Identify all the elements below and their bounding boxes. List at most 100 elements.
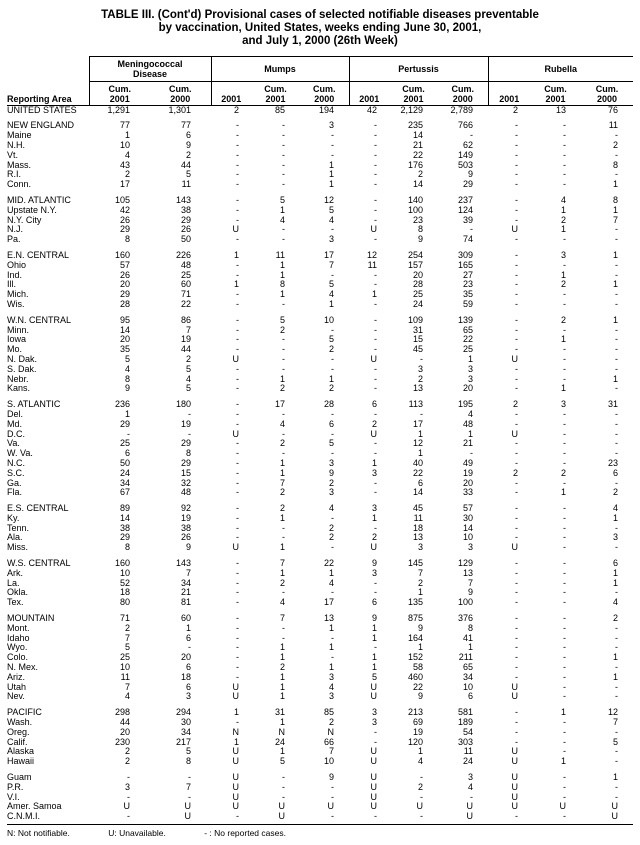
area-cell: Mo. xyxy=(7,344,23,355)
value-cell: - xyxy=(331,353,335,364)
value-cell: 26 xyxy=(181,224,192,235)
value-cell: 2 xyxy=(234,104,240,115)
table-row: Kans. 9 5 - 2 2 - 13 20 - 1 - xyxy=(7,384,633,394)
value-cell: 160 xyxy=(114,558,130,569)
value-cell: 48 xyxy=(181,259,192,270)
value-cell: 2 xyxy=(561,467,567,478)
value-cell: 581 xyxy=(458,707,474,718)
value-cell: 26 xyxy=(119,214,130,225)
value-cell: 7 xyxy=(329,746,335,757)
value-cell: 8 xyxy=(468,622,474,633)
area-cell: W.S. CENTRAL xyxy=(7,558,71,569)
value-cell: - xyxy=(515,149,519,160)
value-cell: 1 xyxy=(280,746,286,757)
value-cell: 65 xyxy=(463,662,474,673)
table-row: Mass. 43 44 - - 1 - 176 503 - - 8 xyxy=(7,159,633,171)
value-cell: - xyxy=(615,363,619,374)
value-cell: U xyxy=(511,353,519,364)
value-cell: - xyxy=(515,642,519,653)
value-cell: - xyxy=(236,418,240,429)
value-cell: 3 xyxy=(418,363,424,374)
value-cell: - xyxy=(563,726,567,737)
value-cell: 4 xyxy=(186,373,192,384)
value-cell: - xyxy=(515,503,519,514)
value-cell: - xyxy=(188,642,192,653)
value-cell: 1 xyxy=(329,642,335,653)
value-cell: - xyxy=(236,324,240,335)
value-cell: - xyxy=(615,289,619,300)
value-cell: 1 xyxy=(234,707,240,718)
value-cell: - xyxy=(236,662,240,673)
value-cell: - xyxy=(563,717,567,728)
value-cell: - xyxy=(282,448,286,459)
value-cell: 17 xyxy=(413,418,424,429)
value-cell: - xyxy=(282,159,286,170)
value-cell: 85 xyxy=(275,104,286,115)
value-cell: - xyxy=(420,353,424,364)
value-cell: 1 xyxy=(468,353,474,364)
subcol-header: Cum. 2000 xyxy=(438,81,489,106)
value-cell: 180 xyxy=(175,399,192,410)
value-cell: 60 xyxy=(181,613,192,624)
value-cell: 11 xyxy=(275,249,286,260)
value-cell: 89 xyxy=(119,503,130,514)
table-row: Mo. 35 44 - - 2 - 45 25 - - - xyxy=(7,344,633,355)
value-cell: 1 xyxy=(613,373,619,384)
value-cell: 7 xyxy=(186,324,192,335)
value-cell: 1 xyxy=(280,652,286,663)
value-cell: 25 xyxy=(119,438,130,449)
value-cell: - xyxy=(615,298,619,309)
table-row: Ariz. 11 18 - 1 3 5 460 34 - - 1 xyxy=(7,672,633,683)
value-cell: 2 xyxy=(186,353,192,364)
value-cell: 9 xyxy=(372,613,378,624)
table-row: E.N. CENTRAL 160 226 1 11 17 12 254 309-3 1 xyxy=(7,249,633,261)
value-cell: - xyxy=(563,542,567,553)
value-cell: 152 xyxy=(407,652,424,663)
value-cell: 22 xyxy=(413,149,424,160)
value-cell: U xyxy=(370,428,378,439)
area-cell: Upstate N.Y. xyxy=(7,204,57,215)
value-cell: 42 xyxy=(119,204,130,215)
value-cell: - xyxy=(563,344,567,355)
col-group-mumps: Mumps xyxy=(210,55,350,82)
value-cell: 81 xyxy=(181,597,192,608)
value-cell: - xyxy=(236,487,240,498)
value-cell: 29 xyxy=(181,438,192,449)
value-cell: 28 xyxy=(324,399,335,410)
value-cell: 4 xyxy=(561,194,567,205)
value-cell: U xyxy=(370,791,378,802)
value-cell: U xyxy=(511,756,519,767)
value-cell: - xyxy=(331,811,335,822)
table-row: Utah 7 6 U 1 4 U 22 10 U - - xyxy=(7,681,633,693)
value-cell: 14 xyxy=(413,487,424,498)
value-cell: U xyxy=(611,811,619,822)
value-cell: - xyxy=(331,224,335,235)
value-cell: - xyxy=(374,577,378,588)
value-cell: 9 xyxy=(186,140,192,150)
value-cell: 2 xyxy=(329,717,335,728)
value-cell: - xyxy=(515,487,519,498)
value-cell: - xyxy=(515,558,519,569)
area-cell: E.S. CENTRAL xyxy=(7,503,69,514)
value-cell: - xyxy=(236,259,240,270)
value-cell: 6 xyxy=(186,130,192,141)
value-cell: 10 xyxy=(463,681,474,692)
value-cell: 8 xyxy=(124,234,130,245)
subcol-header: Cum. 2001 xyxy=(251,81,301,106)
area-cell: Wash. xyxy=(7,717,33,728)
subcol-header: 2001 xyxy=(487,81,531,106)
area-cell: UNITED STATES xyxy=(7,104,77,115)
table-row: W.S. CENTRAL 160 143 - 7 22 9 145 129 - - 6 xyxy=(7,558,633,569)
value-cell: 1 xyxy=(613,567,619,578)
value-cell: 140 xyxy=(407,194,424,205)
value-cell: 35 xyxy=(463,289,474,300)
value-cell: U xyxy=(370,224,378,235)
value-cell: 4 xyxy=(280,597,286,608)
table-row: Ill. 20 60 1 8 5 - 28 23 - 2 1 xyxy=(7,280,633,290)
value-cell: 6 xyxy=(124,448,130,459)
value-cell: - xyxy=(236,120,240,131)
value-cell: - xyxy=(236,567,240,578)
value-cell: U xyxy=(232,542,240,553)
value-cell: 18 xyxy=(119,587,130,598)
value-cell: - xyxy=(563,691,567,702)
